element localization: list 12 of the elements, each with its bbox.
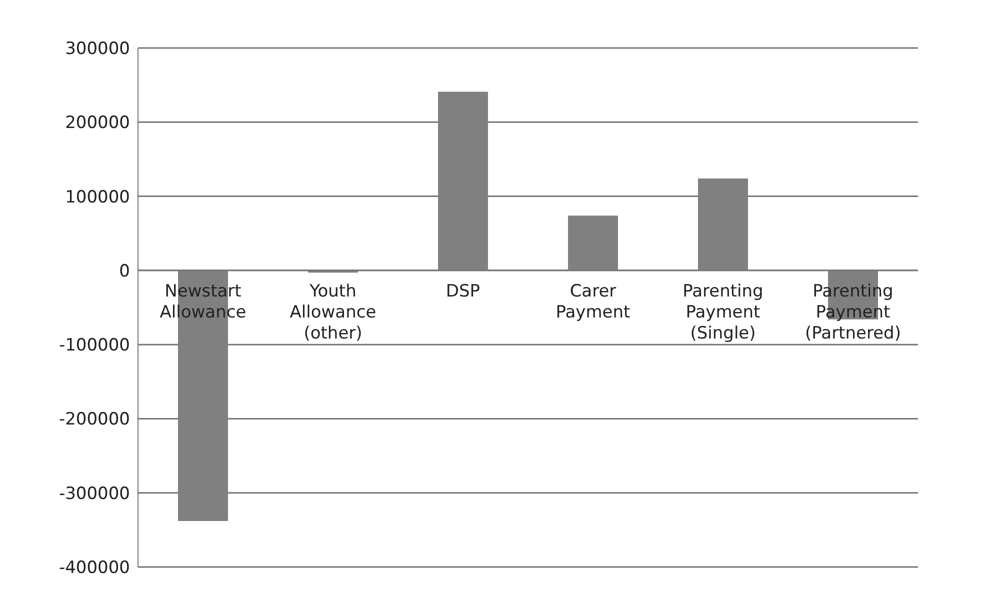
x-tick-label: Youth Allowance (other) <box>290 281 376 344</box>
x-tick-label: Carer Payment <box>556 281 631 322</box>
x-tick-label: DSP <box>446 281 480 302</box>
y-tick-label: -200000 <box>58 410 130 430</box>
y-tick-label: 200000 <box>65 113 130 134</box>
y-tick-label: -400000 <box>58 558 130 578</box>
y-tick-label: -300000 <box>58 484 130 504</box>
y-tick-label: 100000 <box>65 187 130 208</box>
y-tick-label: -100000 <box>58 336 130 356</box>
y-tick-label: 300000 <box>65 39 130 60</box>
y-tick-label: 0 <box>119 261 130 282</box>
x-tick-label: Parenting Payment (Single) <box>682 281 764 344</box>
